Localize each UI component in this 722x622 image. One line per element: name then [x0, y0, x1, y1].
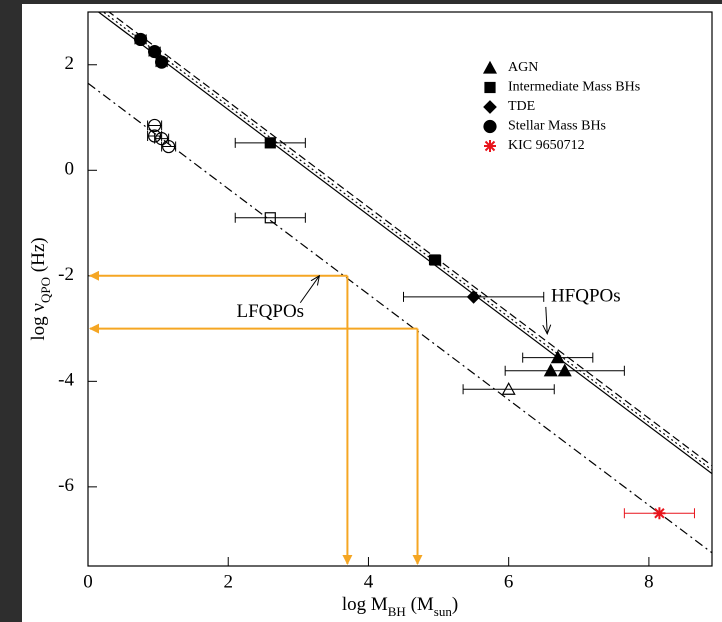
- y-tick-label: -6: [58, 475, 74, 496]
- y-tick-label: -4: [58, 370, 74, 391]
- label-part: (M: [406, 594, 434, 615]
- error-bar: [154, 133, 170, 144]
- x-tick-label: 4: [364, 571, 374, 592]
- marker-circle: [483, 119, 497, 134]
- label-part: log ν: [28, 303, 49, 341]
- fit-line-solid: [97, 12, 712, 475]
- x-tick-label: 2: [223, 571, 233, 592]
- error-bar: [147, 120, 163, 131]
- annotation-arrow: [299, 276, 319, 304]
- subscript: BH: [388, 604, 406, 619]
- y-tick-label: -2: [58, 264, 74, 285]
- annotation: HFQPOs: [551, 285, 621, 306]
- annotation-arrow: [546, 306, 547, 334]
- marker-circle: [155, 55, 169, 69]
- marker-diamond: [466, 290, 481, 304]
- marker-star: [653, 507, 666, 520]
- y-tick-label: 0: [65, 159, 75, 180]
- y-axis-title: log νQPO (Hz): [28, 237, 53, 340]
- marker-square: [484, 81, 496, 94]
- label-part: log M: [342, 594, 388, 615]
- annotation: LFQPOs: [237, 301, 305, 322]
- legend-label: Intermediate Mass BHs: [508, 80, 640, 95]
- legend-label: Stellar Mass BHs: [508, 119, 606, 134]
- marker-circle: [133, 32, 148, 47]
- error-bar: [462, 384, 555, 395]
- fit-line-dotted: [102, 12, 712, 471]
- label-part: (Hz): [28, 237, 49, 277]
- fit-line-dashed: [108, 12, 712, 467]
- marker-square: [429, 254, 441, 266]
- legend-label: TDE: [508, 99, 535, 114]
- legend-label: KIC 9650712: [508, 138, 585, 153]
- marker-circle: [148, 44, 162, 59]
- plot-frame: [87, 11, 713, 567]
- label-part: ): [452, 594, 458, 615]
- error-bar: [161, 141, 177, 152]
- marker-triangle: [550, 350, 565, 364]
- marker-square: [264, 137, 276, 149]
- subscript: QPO: [38, 277, 53, 303]
- marker-circle: [162, 139, 176, 154]
- y-tick-label: 2: [65, 53, 75, 74]
- x-tick-label: 0: [83, 571, 93, 592]
- error-bar: [234, 212, 306, 223]
- marker-triangle: [501, 381, 516, 395]
- marker-diamond: [483, 100, 497, 114]
- x-tick-label: 8: [644, 571, 654, 592]
- subscript: sun: [434, 604, 453, 619]
- background: [22, 4, 722, 622]
- x-tick-label: 6: [504, 571, 514, 592]
- marker-triangle: [482, 60, 498, 74]
- fit-line-dashdot: [88, 82, 712, 554]
- legend-label: AGN: [508, 60, 538, 75]
- marker-square: [264, 212, 276, 224]
- x-axis-title: log MBH (Msun): [342, 594, 458, 619]
- marker-triangle: [557, 363, 572, 377]
- marker-star: [484, 140, 496, 152]
- marker-circle: [148, 118, 162, 133]
